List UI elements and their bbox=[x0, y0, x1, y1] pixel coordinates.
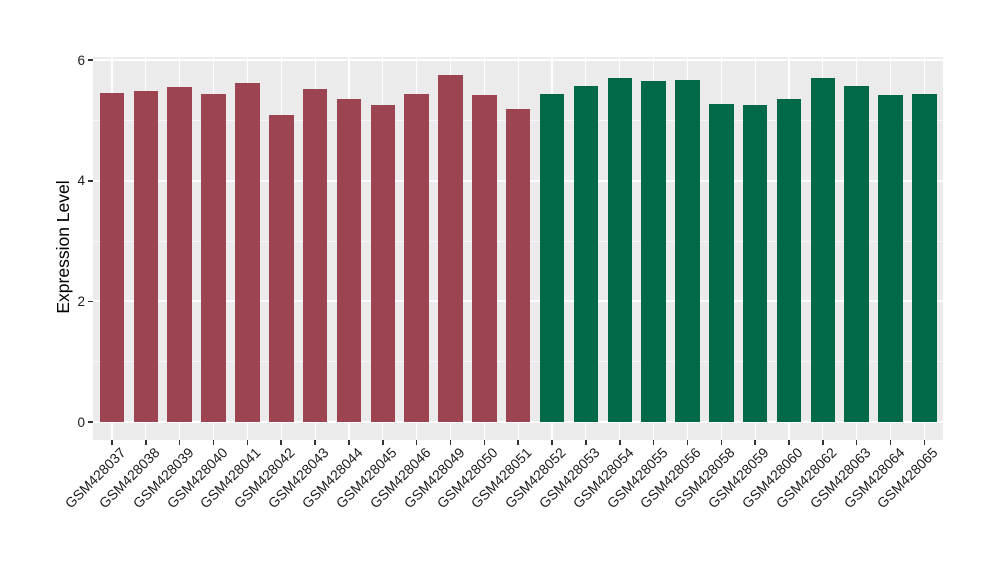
bar bbox=[641, 80, 666, 422]
bar bbox=[167, 87, 192, 422]
bar bbox=[810, 78, 836, 422]
bar bbox=[675, 79, 700, 422]
bar bbox=[912, 93, 937, 422]
bar bbox=[404, 93, 429, 422]
x-tick-mark bbox=[449, 440, 452, 445]
bar bbox=[336, 99, 362, 422]
bar bbox=[99, 93, 125, 422]
bar bbox=[878, 95, 903, 422]
x-tick-mark bbox=[551, 440, 553, 445]
bar bbox=[776, 98, 802, 422]
x-tick-mark bbox=[686, 440, 689, 445]
x-tick-mark bbox=[720, 440, 723, 445]
x-tick-mark bbox=[348, 440, 350, 445]
bar bbox=[607, 78, 632, 422]
y-tick-mark bbox=[88, 421, 93, 423]
x-tick-mark bbox=[280, 440, 283, 445]
y-tick-mark bbox=[88, 180, 93, 182]
x-tick-mark bbox=[246, 440, 249, 445]
x-tick-mark bbox=[382, 440, 384, 445]
x-tick-mark bbox=[822, 440, 824, 445]
bar bbox=[505, 109, 531, 422]
bar bbox=[235, 83, 260, 422]
bar bbox=[472, 94, 497, 422]
x-tick-mark bbox=[585, 440, 587, 445]
x-tick-mark bbox=[178, 440, 181, 445]
y-tick-mark bbox=[88, 300, 93, 303]
x-tick-mark bbox=[754, 440, 756, 445]
plot-panel bbox=[93, 57, 943, 440]
bar bbox=[539, 93, 565, 422]
y-tick-label: 0 bbox=[77, 414, 85, 430]
y-tick-label: 4 bbox=[77, 173, 85, 189]
x-tick-mark bbox=[415, 440, 418, 445]
x-tick-mark bbox=[145, 440, 147, 445]
y-axis-title: Expression Level bbox=[53, 180, 73, 314]
bar bbox=[709, 103, 734, 422]
x-tick-mark bbox=[652, 440, 655, 445]
bar bbox=[438, 74, 463, 422]
x-tick-mark bbox=[889, 440, 892, 445]
x-tick-mark bbox=[111, 440, 113, 445]
x-tick-mark bbox=[788, 440, 790, 445]
x-tick-mark bbox=[483, 440, 486, 445]
bar bbox=[370, 104, 396, 422]
y-tick-mark bbox=[88, 59, 93, 61]
bar bbox=[742, 104, 768, 422]
bar bbox=[201, 93, 226, 422]
y-tick-label: 6 bbox=[77, 52, 85, 68]
bar bbox=[269, 115, 294, 422]
bar bbox=[844, 86, 869, 422]
y-tick-label: 2 bbox=[77, 293, 85, 309]
x-tick-mark bbox=[923, 440, 926, 445]
bar bbox=[133, 90, 159, 422]
x-tick-mark bbox=[314, 440, 316, 445]
x-tick-mark bbox=[855, 440, 858, 445]
x-tick-mark bbox=[618, 440, 621, 445]
x-tick-mark bbox=[517, 440, 519, 445]
bar bbox=[302, 89, 328, 422]
bar bbox=[573, 86, 599, 422]
x-tick-mark bbox=[212, 440, 215, 445]
